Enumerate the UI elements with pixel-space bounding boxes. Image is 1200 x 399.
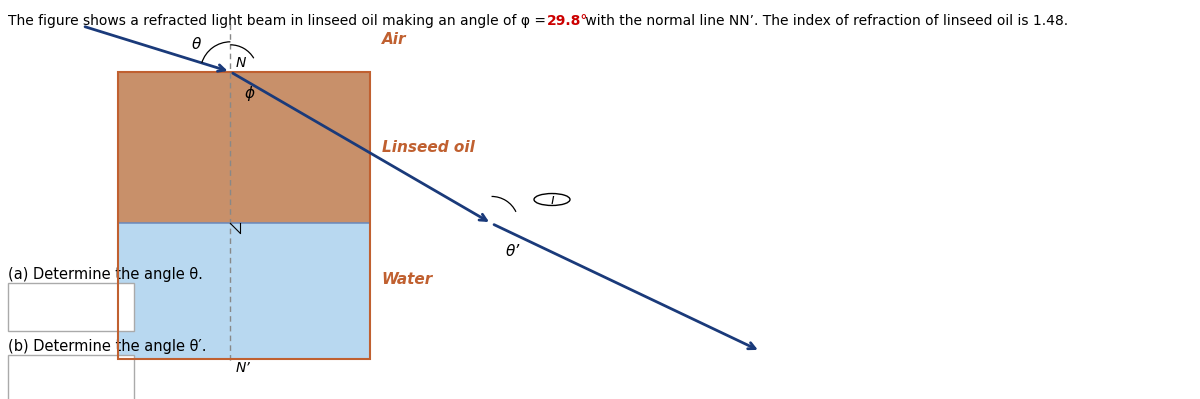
Text: (a) Determine the angle θ.: (a) Determine the angle θ. bbox=[8, 267, 203, 282]
Text: Linseed oil: Linseed oil bbox=[382, 140, 474, 155]
Bar bbox=[8, 355, 134, 399]
Text: 29.8°: 29.8° bbox=[547, 14, 588, 28]
Bar bbox=[118, 72, 370, 223]
Text: i: i bbox=[550, 192, 554, 207]
Bar bbox=[118, 72, 370, 359]
Text: θ: θ bbox=[192, 37, 202, 52]
Text: (b) Determine the angle θ′.: (b) Determine the angle θ′. bbox=[8, 339, 206, 354]
Text: The figure shows a refracted light beam in linseed oil making an angle of φ =: The figure shows a refracted light beam … bbox=[8, 14, 551, 28]
Text: N: N bbox=[235, 56, 246, 70]
Text: Air: Air bbox=[382, 32, 406, 47]
Text: ϕ: ϕ bbox=[245, 86, 254, 101]
Text: N’: N’ bbox=[235, 361, 250, 375]
Text: Water: Water bbox=[382, 272, 433, 287]
Bar bbox=[118, 223, 370, 359]
Text: with the normal line NN’. The index of refraction of linseed oil is 1.48.: with the normal line NN’. The index of r… bbox=[581, 14, 1068, 28]
Bar bbox=[8, 283, 134, 331]
Text: θ’: θ’ bbox=[506, 244, 521, 259]
